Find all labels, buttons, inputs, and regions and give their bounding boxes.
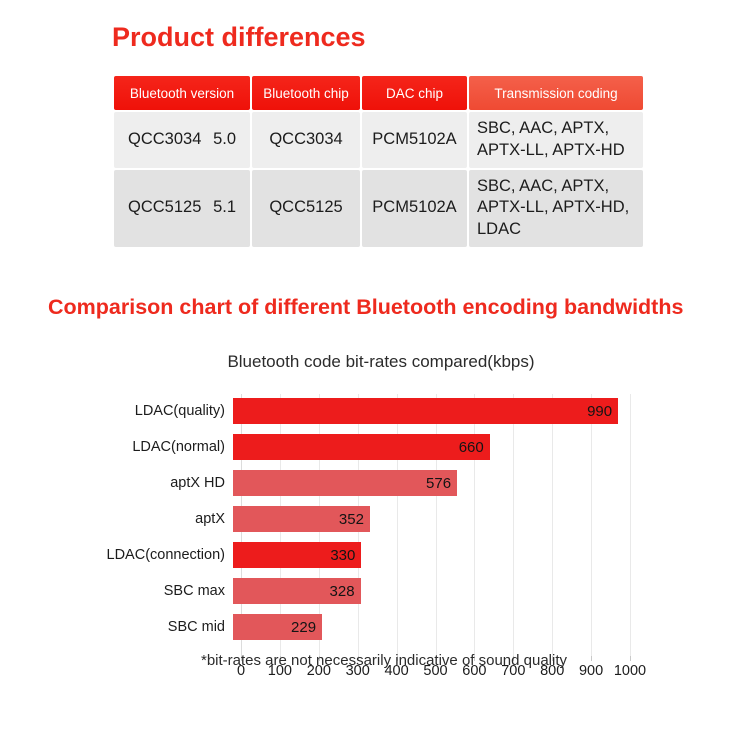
bar-track: 990 [233,398,750,424]
bar-category-label: LDAC(quality) [134,403,225,419]
axis-tick-label: 0 [236,663,246,679]
cell-chip-name: QCC5125 [128,198,202,217]
axis-tick-mark [279,656,281,661]
cell-transmission-coding: SBC, AAC, APTX, APTX-LL, APTX-HD [469,112,643,168]
chart-title: Bluetooth code bit-rates compared(kbps) [227,352,535,371]
coding-line: APTX-LL, APTX-HD [477,140,625,159]
cell-bt-version-number: 5.1 [213,198,236,217]
axis-tick-mark [591,656,593,661]
axis-tick-label: 1000 [613,663,647,679]
coding-line: LDAC [477,220,522,239]
cell-bluetooth-version: QCC5125 5.1 [114,169,250,247]
cell-dac-chip: PCM5102A [362,112,467,168]
axis-tick-mark [241,656,242,661]
column-header-dac-chip: DAC chip [362,76,467,110]
coding-line: SBC, AAC, APTX, [477,119,610,137]
axis-tick-mark [474,656,476,661]
chart-bar: 576 [233,470,458,496]
axis-tick-label: 600 [462,663,487,679]
cell-dac-chip: PCM5102A [362,169,467,247]
chart-bar: 330 [233,542,362,568]
bar-value-label: 660 [458,438,484,456]
page-title: Product differences [112,22,366,52]
coding-line: APTX-LL, APTX-HD, [477,198,630,217]
bar-track: 660 [233,434,750,460]
gridline [396,394,398,656]
product-differences-table: Bluetooth version Bluetooth chip DAC chi… [112,74,645,249]
bar-track: 330 [233,542,750,568]
coding-line: SBC, AAC, APTX, [477,176,610,195]
axis-tick-label: 400 [384,663,409,679]
chart-bar: 352 [233,506,370,532]
gridline [435,394,437,656]
axis-tick-label: 500 [423,663,448,679]
gridline [630,394,631,656]
column-header-bluetooth-chip: Bluetooth chip [252,76,360,110]
cell-chip-name: QCC3034 [128,129,202,148]
gridline [552,394,554,656]
column-header-transmission-coding: Transmission coding [469,76,643,110]
table-row: QCC3034 5.0 QCC3034 PCM5102A SBC, AAC, A… [114,112,643,168]
chart-bar: 229 [233,614,323,640]
cell-bluetooth-chip: QCC5125 [252,169,360,247]
chart-bar-row: SBC mid 229 [0,614,750,640]
chart-bar-row: SBC max 328 [0,578,750,604]
chart-bar-row: LDAC(quality) 990 [0,398,750,424]
bar-track: 576 [233,470,750,496]
chart-bar: 328 [233,578,361,604]
chart-footnote: *bit-rates are not necessarily indicativ… [200,652,568,669]
bar-category-label: aptX HD [170,475,225,491]
bar-value-label: 576 [426,474,452,492]
axis-tick-mark [435,656,437,661]
cell-transmission-coding: SBC, AAC, APTX, APTX-LL, APTX-HD, LDAC [469,169,643,247]
bar-value-label: 330 [330,546,356,564]
bar-category-label: LDAC(connection) [106,547,225,563]
axis-tick-label: 300 [345,663,370,679]
chart-bar-row: aptX 352 [0,506,750,532]
axis-tick-label: 100 [267,663,292,679]
chart-bar-row: LDAC(connection) 330 [0,542,750,568]
axis-tick-mark [396,656,398,661]
axis-tick-mark [552,656,554,661]
cell-bt-version-number: 5.0 [213,129,236,148]
axis-tick-label: 800 [540,663,565,679]
chart-x-axis: 0 100 200 300 400 500 600 700 800 900 1000 [237,656,646,684]
axis-tick-label: 700 [501,663,526,679]
bar-track: 229 [233,614,750,640]
chart-section-title: Comparison chart of different Bluetooth … [48,295,684,319]
gridline [513,394,515,656]
bar-category-label: aptX [195,511,225,527]
bar-track: 352 [233,506,750,532]
bar-chart: Bluetooth code bit-rates compared(kbps) … [0,352,750,742]
axis-tick-mark [513,656,515,661]
chart-bar: 660 [233,434,490,460]
bar-category-label: LDAC(normal) [132,439,225,455]
chart-bar: 990 [233,398,619,424]
gridline [591,394,593,656]
chart-bar-row: LDAC(normal) 660 [0,434,750,460]
bar-value-label: 990 [587,402,613,420]
table-row: QCC5125 5.1 QCC5125 PCM5102A SBC, AAC, A… [114,169,643,247]
axis-tick-mark [630,656,631,661]
cell-bluetooth-version: QCC3034 5.0 [114,112,250,168]
chart-bar-row: aptX HD 576 [0,470,750,496]
chart-bar-rows: LDAC(quality) 990 LDAC(normal) 660 aptX HD 57… [0,394,750,656]
column-header-bluetooth-version: Bluetooth version [114,76,250,110]
cell-bluetooth-chip: QCC3034 [252,112,360,168]
bar-value-label: 328 [329,582,355,600]
bar-track: 328 [233,578,750,604]
bar-value-label: 229 [291,618,317,636]
chart-plot-area: LDAC(quality) 990 LDAC(normal) 660 aptX HD 57… [0,394,750,679]
axis-tick-label: 900 [578,663,604,679]
axis-tick-mark [357,656,359,661]
table-header-row: Bluetooth version Bluetooth chip DAC chi… [114,76,643,110]
axis-tick-mark [318,656,320,661]
bar-category-label: SBC max [163,583,225,599]
axis-tick-label: 200 [306,663,331,679]
bar-category-label: SBC mid [167,619,225,635]
bar-value-label: 352 [338,510,364,528]
gridline [474,394,476,656]
